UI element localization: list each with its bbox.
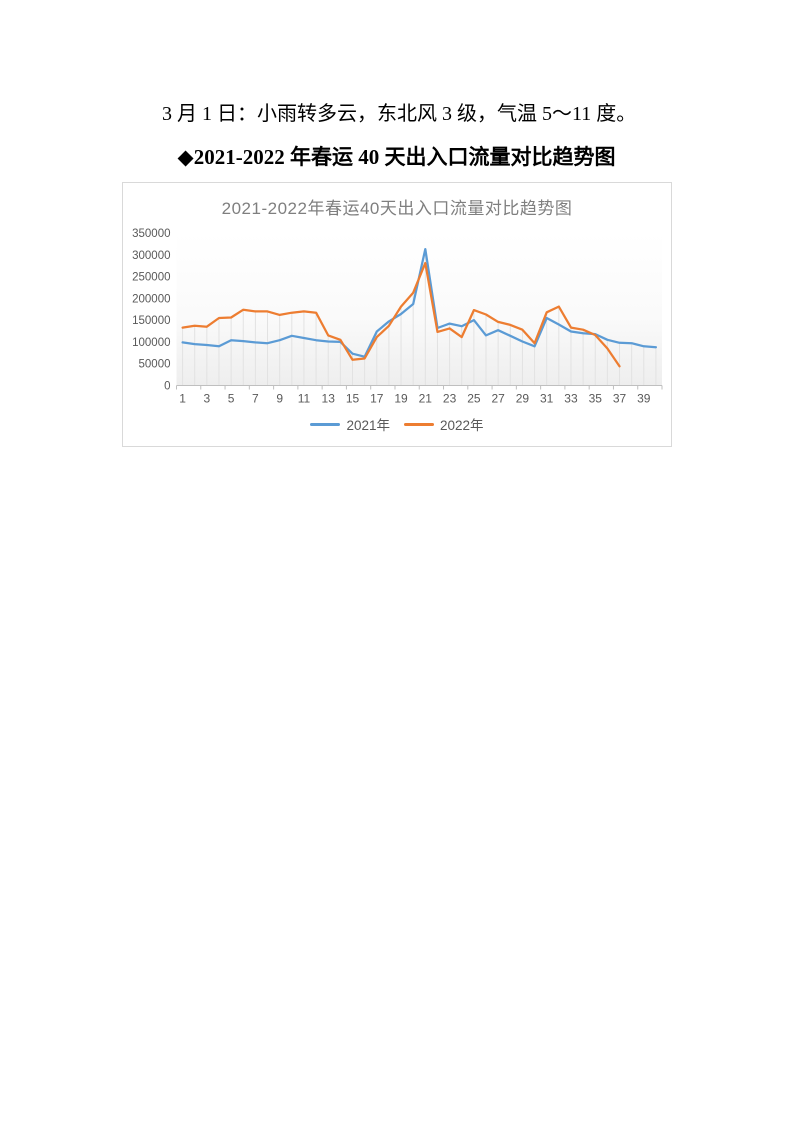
svg-text:39: 39 xyxy=(637,392,651,406)
svg-text:37: 37 xyxy=(613,392,627,406)
svg-text:25: 25 xyxy=(467,392,481,406)
svg-text:9: 9 xyxy=(276,392,283,406)
svg-text:7: 7 xyxy=(252,392,259,406)
svg-text:3: 3 xyxy=(204,392,211,406)
svg-text:23: 23 xyxy=(443,392,457,406)
flow-comparison-chart: 2021-2022年春运40天出入口流量对比趋势图 0 50000 100000 15… xyxy=(122,182,672,447)
svg-text:35: 35 xyxy=(589,392,603,406)
weather-text: 3 月 1 日：小雨转多云，东北风 3 级，气温 5～11 度。 xyxy=(162,103,637,125)
svg-text:5: 5 xyxy=(228,392,235,406)
legend-item-2021: 2021年 xyxy=(310,414,390,434)
legend-swatch-2022 xyxy=(404,422,434,426)
svg-text:350000: 350000 xyxy=(132,228,170,240)
svg-text:300000: 300000 xyxy=(132,250,170,262)
legend-label-2021: 2021年 xyxy=(346,418,390,433)
svg-text:250000: 250000 xyxy=(132,272,170,284)
svg-text:11: 11 xyxy=(298,392,311,406)
svg-text:50000: 50000 xyxy=(139,359,171,371)
svg-text:13: 13 xyxy=(322,392,336,406)
svg-text:200000: 200000 xyxy=(132,293,170,305)
svg-text:0: 0 xyxy=(164,381,170,393)
svg-text:33: 33 xyxy=(564,392,578,406)
svg-text:150000: 150000 xyxy=(132,315,170,327)
line-chart-canvas: 0 50000 100000 150000 200000 250000 300000 3500… xyxy=(132,228,663,406)
chart-legend: 2021年 2022年 xyxy=(123,414,671,434)
svg-text:29: 29 xyxy=(516,392,530,406)
section-heading: ◆2021-2022 年春运 40 天出入口流量对比趋势图 xyxy=(177,145,616,169)
svg-text:27: 27 xyxy=(491,392,505,406)
svg-text:21: 21 xyxy=(419,392,433,406)
svg-text:19: 19 xyxy=(394,392,408,406)
svg-text:100000: 100000 xyxy=(132,337,170,349)
svg-text:17: 17 xyxy=(370,392,384,406)
svg-text:15: 15 xyxy=(346,392,360,406)
legend-label-2022: 2022年 xyxy=(440,418,484,433)
legend-item-2022: 2022年 xyxy=(404,414,484,434)
legend-swatch-2021 xyxy=(310,422,341,426)
chart-title: 2021-2022年春运40天出入口流量对比趋势图 xyxy=(221,199,573,218)
svg-text:1: 1 xyxy=(179,392,186,406)
svg-text:31: 31 xyxy=(540,392,554,406)
